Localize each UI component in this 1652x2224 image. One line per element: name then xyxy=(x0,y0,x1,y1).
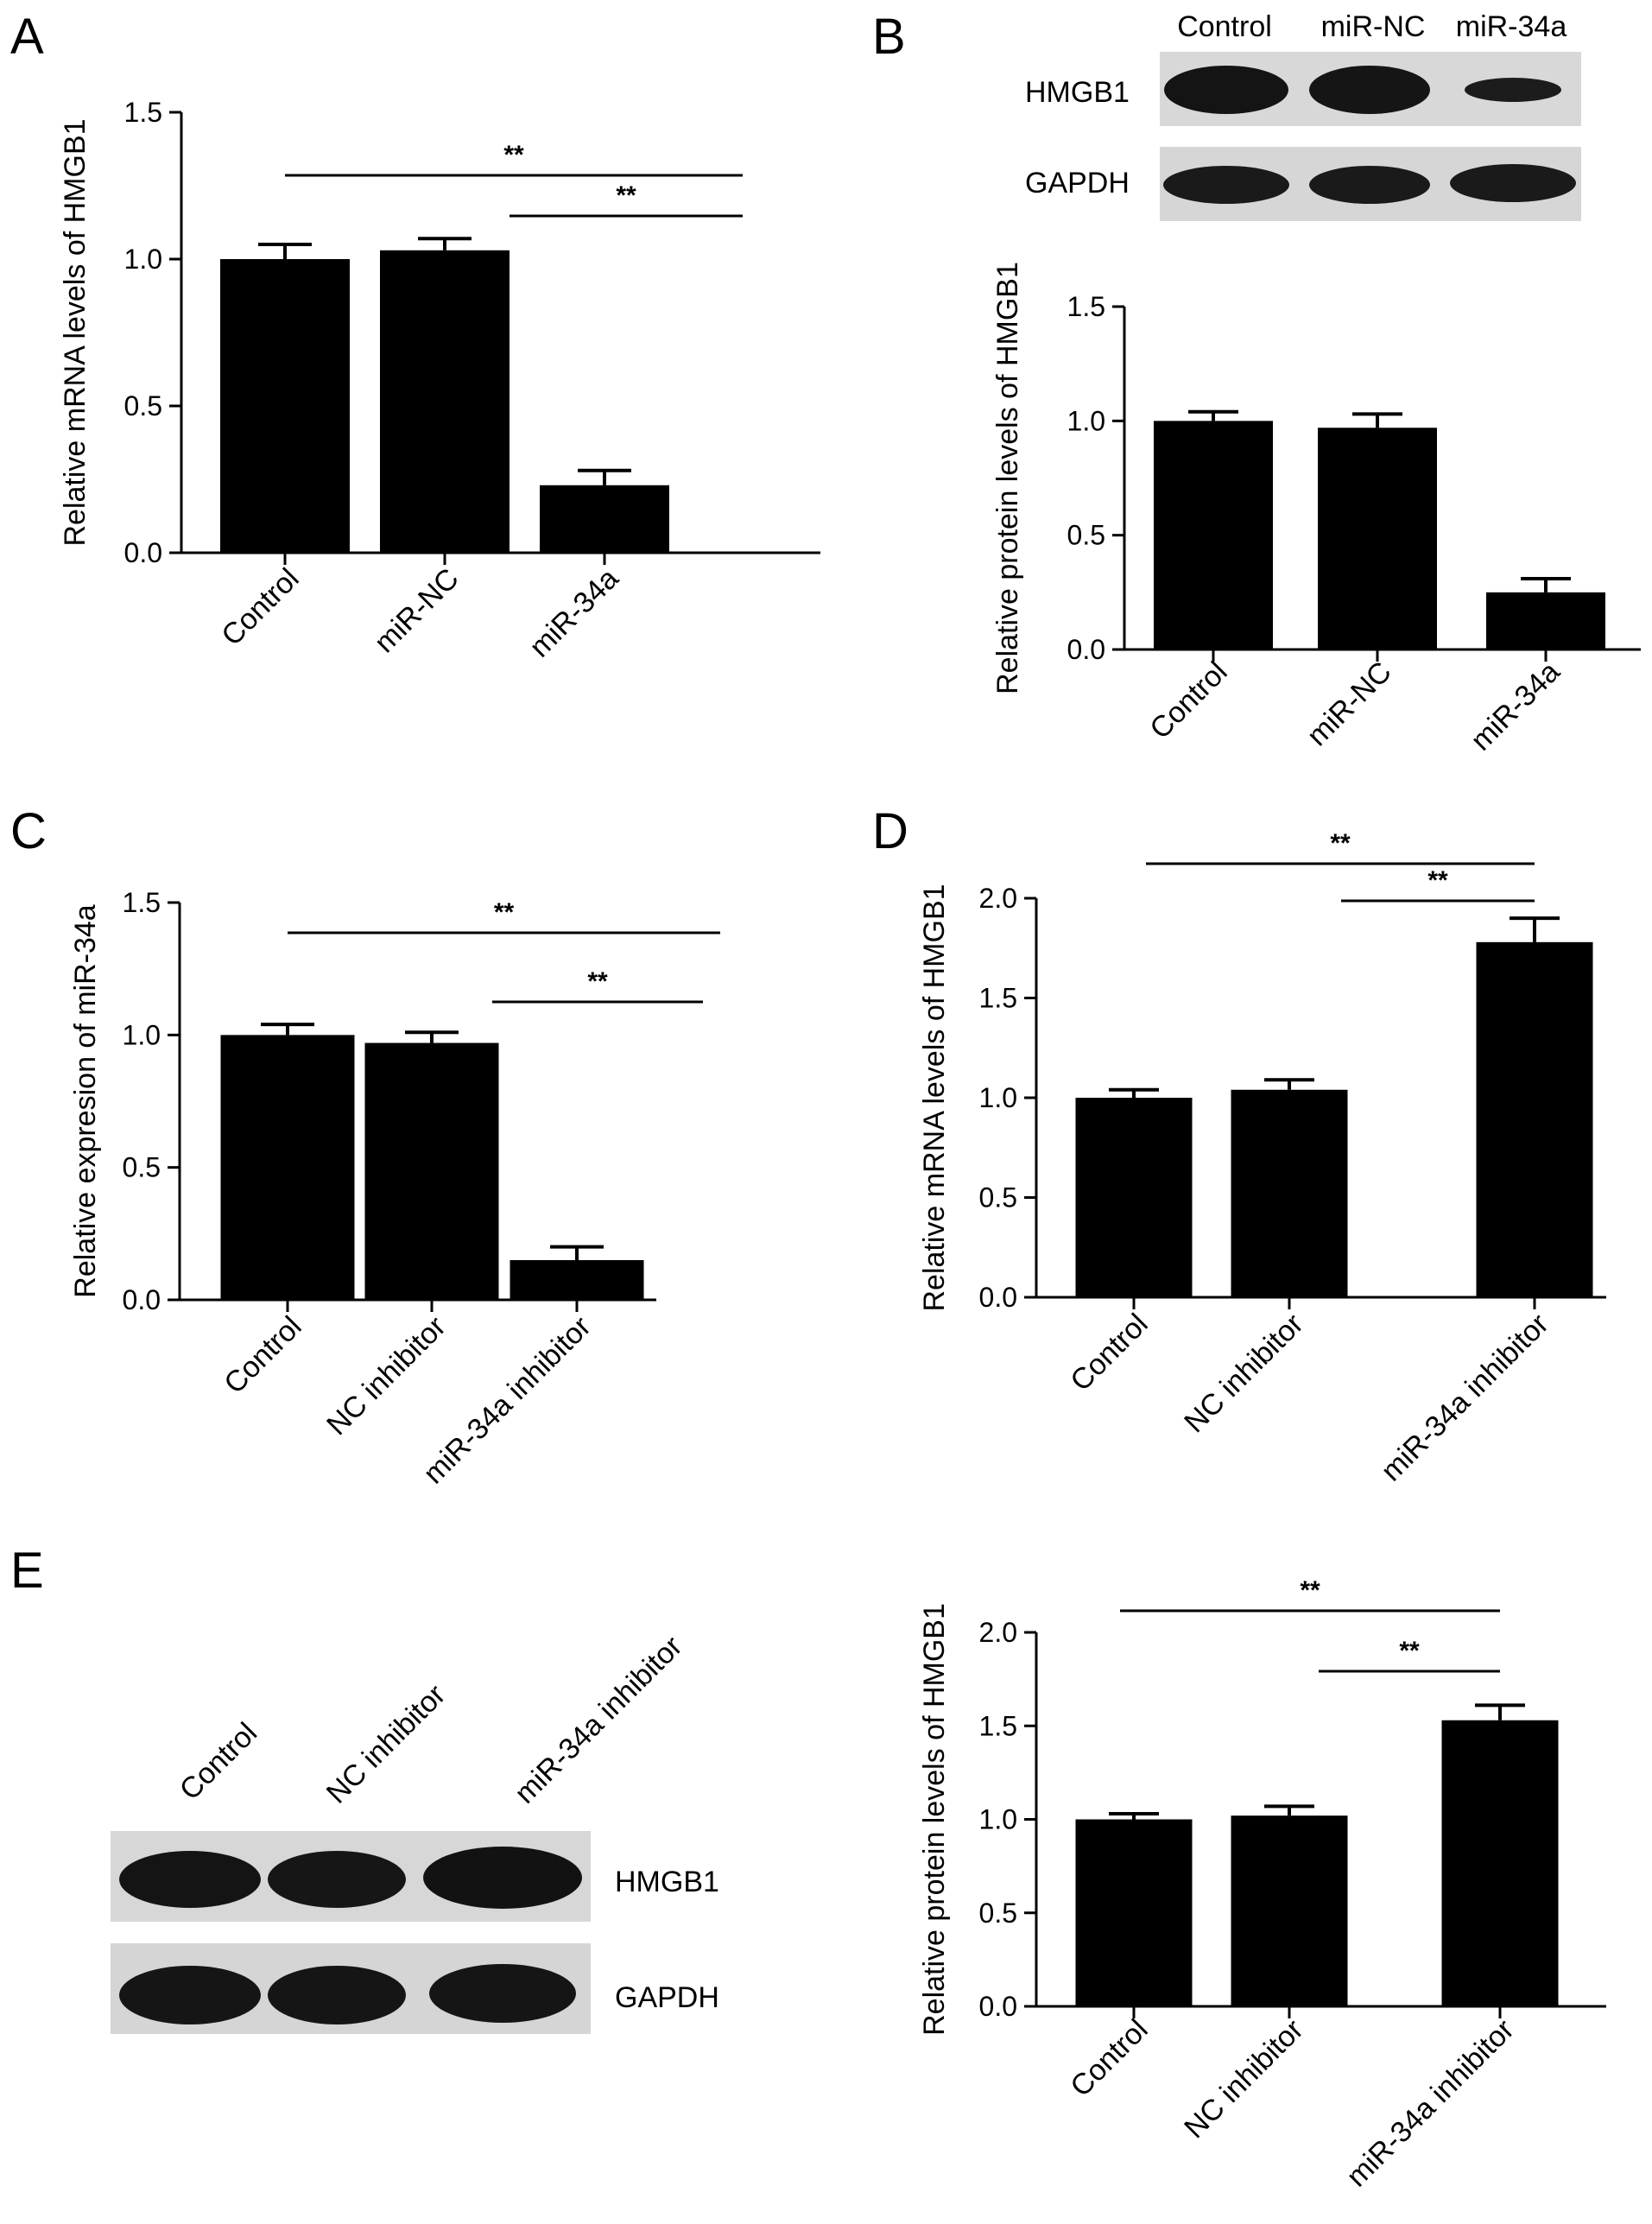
blot-e-row-label: GAPDH xyxy=(615,1981,719,2014)
y-tick-label: 0.5 xyxy=(124,390,162,421)
bar xyxy=(540,485,669,553)
y-tick-label: 0.0 xyxy=(979,1282,1017,1313)
y-tick-label: 1.5 xyxy=(123,887,161,918)
western-blot-e: Control NC inhibitor miR-34a inhibitor H… xyxy=(111,1630,719,2034)
significance-label: ** xyxy=(494,898,515,927)
significance-label: ** xyxy=(503,141,524,169)
panel-letter-e: E xyxy=(10,1543,44,1599)
blot-b-lane-label: miR-34a xyxy=(1456,10,1567,43)
blot-band xyxy=(119,1851,261,1908)
bar-chart-d: 0.0 0.5 1.0 1.5 2.0 Relative mRNA levels of H… xyxy=(918,829,1606,1487)
blot-b-row-label: HMGB1 xyxy=(1025,76,1130,109)
blot-e-lane-label: miR-34a inhibitor xyxy=(509,1630,689,1810)
bar xyxy=(1318,428,1437,649)
bar xyxy=(1231,1089,1348,1297)
blot-band xyxy=(1309,166,1430,204)
x-tick-label: miR-34a xyxy=(1465,656,1567,757)
y-tick-label: 2.0 xyxy=(979,1617,1017,1648)
blot-band xyxy=(1465,78,1561,102)
panel-letter-d: D xyxy=(872,803,908,859)
bar xyxy=(1476,941,1593,1297)
bar xyxy=(510,1260,644,1300)
y-tick-label: 1.5 xyxy=(979,983,1017,1014)
bar xyxy=(1075,1098,1193,1297)
y-tick-label: 0.0 xyxy=(1067,634,1105,665)
y-tick-label: 1.5 xyxy=(1067,291,1105,322)
panel-letter-c: C xyxy=(10,803,47,859)
panel-letter-b: B xyxy=(872,9,906,65)
bar xyxy=(380,250,510,553)
bar xyxy=(1486,592,1605,649)
bar-chart-c: 0.0 0.5 1.0 1.5 Relative expresion of miR-34… xyxy=(69,887,720,1490)
y-axis-label: Relative mRNA levels of HMGB1 xyxy=(59,118,92,546)
x-tick-label: miR-NC xyxy=(368,562,465,659)
bar xyxy=(1075,1819,1193,2006)
bar-chart-b: 0.0 0.5 1.0 1.5 Relative protein levels of H… xyxy=(991,262,1641,757)
western-blot-b: Control miR-NC miR-34a HMGB1 GAPDH xyxy=(1025,10,1581,221)
bar-chart-a: 0.0 0.5 1.0 1.5 Relative mRNA levels of HMGB… xyxy=(59,97,820,664)
y-tick-label: 1.0 xyxy=(979,1082,1017,1113)
x-tick-label: Control xyxy=(1143,656,1233,745)
y-tick-label: 2.0 xyxy=(979,883,1017,914)
blot-band xyxy=(1309,66,1430,114)
blot-band xyxy=(1450,164,1576,202)
blot-b-lane-label: Control xyxy=(1177,10,1272,43)
y-tick-label: 1.5 xyxy=(124,97,162,128)
blot-band xyxy=(1164,66,1288,114)
y-axis-label: Relative protein levels of HMGB1 xyxy=(991,262,1024,694)
y-tick-label: 0.5 xyxy=(979,1182,1017,1213)
significance-label: ** xyxy=(1399,1637,1420,1665)
x-tick-label: miR-NC xyxy=(1301,656,1397,752)
bar xyxy=(364,1042,499,1300)
bar xyxy=(1441,1720,1559,2006)
y-tick-label: 1.0 xyxy=(124,244,162,275)
x-tick-label: miR-34a inhibitor xyxy=(1375,1308,1555,1488)
y-tick-label: 0.0 xyxy=(123,1284,161,1315)
x-tick-label: miR-34a inhibitor xyxy=(1340,2013,1521,2194)
significance-label: ** xyxy=(587,967,608,996)
significance-label: ** xyxy=(1427,866,1448,895)
y-axis-label: Relative protein levels of HMGB1 xyxy=(918,1603,951,2036)
blot-e-lane-label: NC inhibitor xyxy=(320,1678,452,1809)
blot-e-lane-label: Control xyxy=(174,1716,263,1806)
blot-b-row-label: GAPDH xyxy=(1025,167,1130,200)
blot-band xyxy=(1163,166,1289,204)
y-tick-label: 0.5 xyxy=(123,1152,161,1183)
bar xyxy=(220,1035,355,1300)
blot-b-lane-label: miR-NC xyxy=(1321,10,1426,43)
blot-band xyxy=(423,1847,582,1909)
x-tick-label: NC inhibitor xyxy=(1178,1308,1309,1439)
y-axis-label: Relative expresion of miR-34a xyxy=(69,904,102,1298)
panel-letter-a: A xyxy=(10,9,44,65)
blot-band xyxy=(119,1966,261,2024)
x-tick-label: NC inhibitor xyxy=(1178,2013,1309,2145)
y-tick-label: 0.5 xyxy=(1067,520,1105,551)
y-tick-label: 0.0 xyxy=(124,537,162,568)
x-tick-label: NC inhibitor xyxy=(320,1310,452,1441)
blot-e-row-label: HMGB1 xyxy=(615,1866,719,1898)
y-tick-label: 1.0 xyxy=(979,1804,1017,1835)
bar xyxy=(220,259,350,553)
blot-band xyxy=(268,1851,406,1908)
significance-label: ** xyxy=(616,181,636,210)
blot-band xyxy=(429,1964,576,2023)
y-tick-label: 1.5 xyxy=(979,1710,1017,1741)
bar-chart-e: 0.0 0.5 1.0 1.5 2.0 Relative protein levels o… xyxy=(918,1576,1606,2193)
y-tick-label: 1.0 xyxy=(123,1019,161,1050)
significance-label: ** xyxy=(1330,829,1351,858)
y-tick-label: 0.0 xyxy=(979,1991,1017,2022)
x-tick-label: miR-34a xyxy=(523,562,625,664)
bar xyxy=(1154,421,1273,649)
x-tick-label: Control xyxy=(1064,1308,1154,1397)
x-tick-label: Control xyxy=(215,562,305,652)
y-tick-label: 1.0 xyxy=(1067,405,1105,436)
bar xyxy=(1231,1815,1348,2006)
y-axis-label: Relative mRNA levels of HMGB1 xyxy=(918,884,951,1311)
y-tick-label: 0.5 xyxy=(979,1898,1017,1929)
x-tick-label: Control xyxy=(1064,2013,1154,2103)
significance-label: ** xyxy=(1300,1576,1320,1605)
x-tick-label: Control xyxy=(218,1310,307,1400)
blot-band xyxy=(268,1966,406,2024)
